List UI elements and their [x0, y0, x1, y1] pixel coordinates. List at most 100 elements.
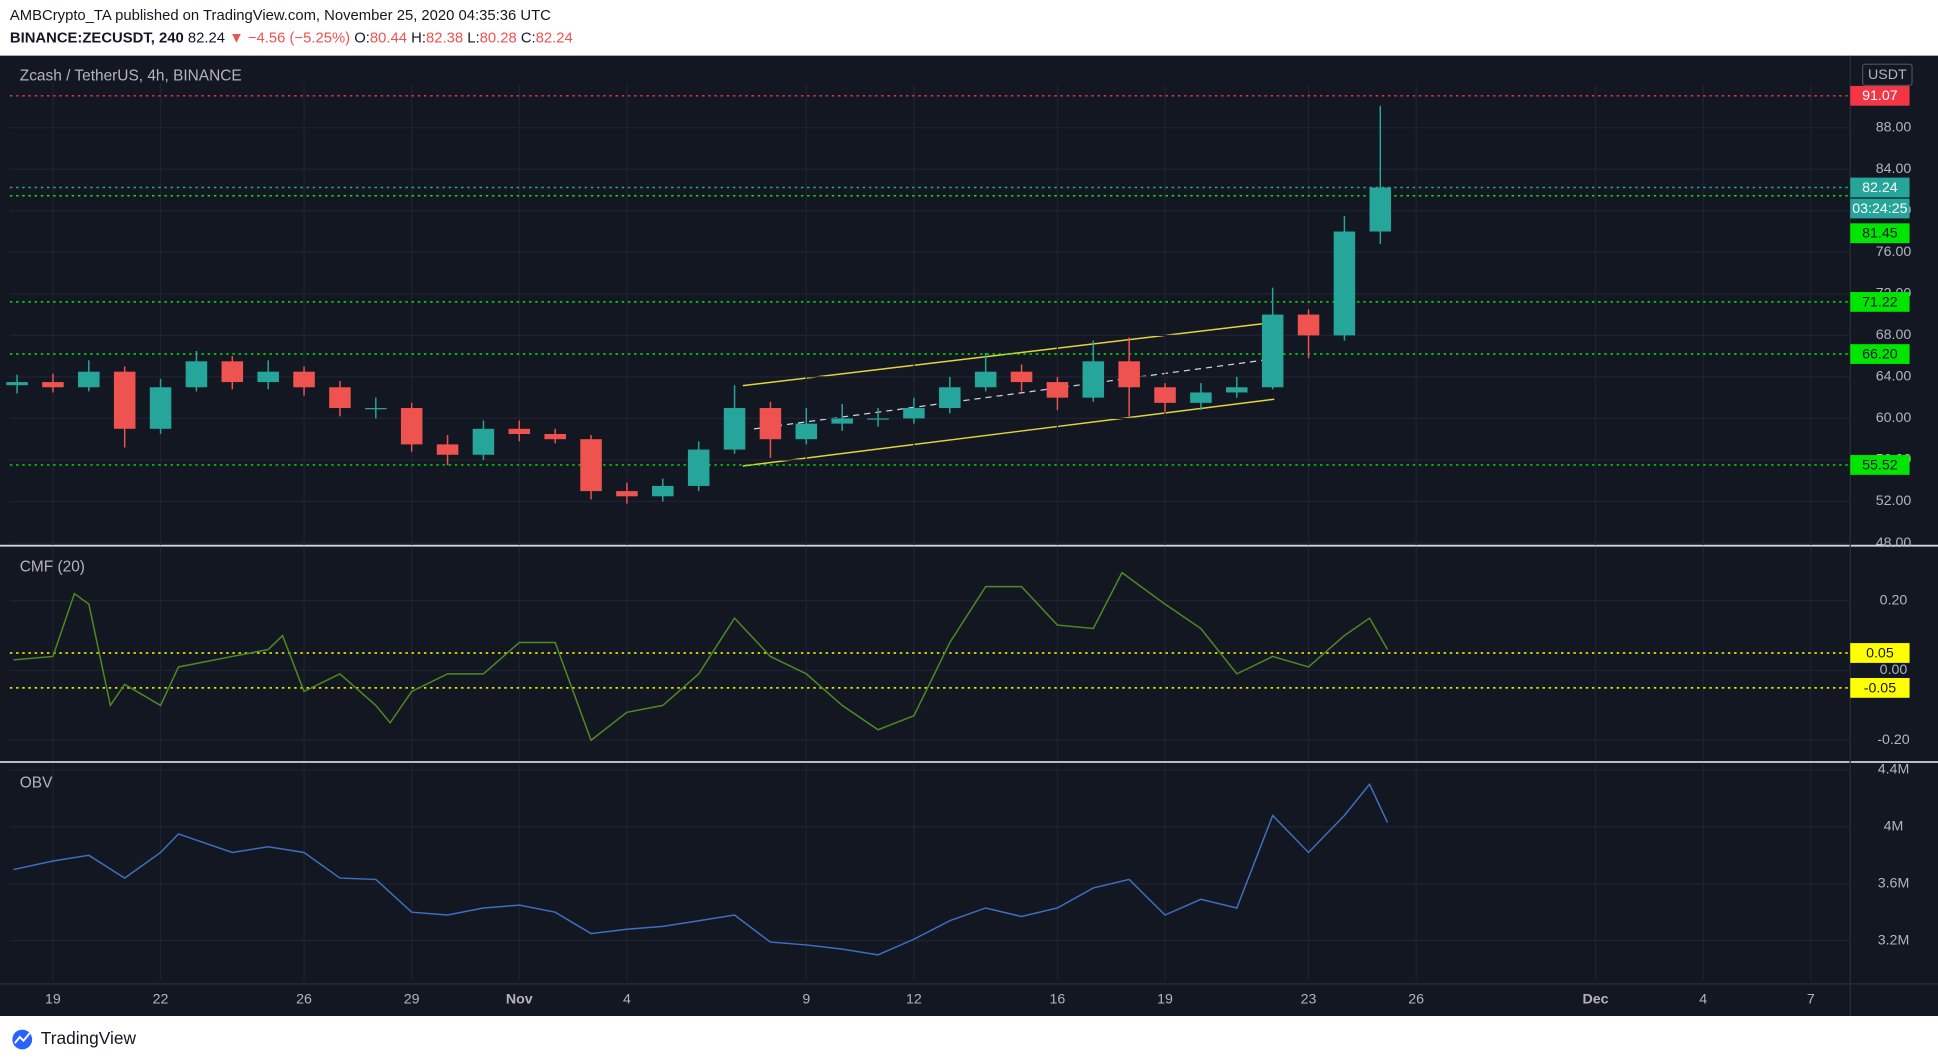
x-tick-label: 19 [45, 992, 61, 1008]
candle-body [113, 371, 136, 429]
candle-body [831, 418, 853, 424]
candle-body [257, 371, 279, 383]
candle-body [939, 387, 961, 409]
ohlc-value: 80.44 [370, 30, 407, 46]
level-label-box [1850, 223, 1910, 244]
candle-body [1261, 314, 1284, 388]
y-tick-label: 88.00 [1876, 119, 1912, 135]
candle-body [1154, 387, 1176, 403]
y-tick-label: 4.4M [1878, 762, 1910, 778]
ohlc-label: O: [354, 30, 370, 46]
level-label-box [1850, 177, 1910, 198]
countdown-label: 03:24:25 [1852, 201, 1907, 217]
level-label: 82.24 [1862, 180, 1898, 196]
candle-body [723, 408, 746, 450]
pane-title: CMF (20) [20, 558, 85, 575]
x-tick-label: 4 [1699, 992, 1707, 1008]
channel-lower [742, 398, 1275, 467]
x-tick-label: 23 [1301, 992, 1317, 1008]
level-label-box [1850, 678, 1910, 698]
level-label: 66.20 [1862, 346, 1898, 362]
candle-body [329, 387, 351, 409]
indicator-line [13, 571, 1389, 742]
y-tick-label: 0.20 [1880, 592, 1908, 608]
y-tick-label: 52.00 [1876, 493, 1912, 509]
level-label: -0.05 [1864, 680, 1896, 696]
brand-logo [12, 1029, 33, 1050]
candle-body [472, 428, 495, 455]
candle-body [149, 387, 172, 429]
level-label-box [1850, 344, 1910, 364]
level-label: 91.07 [1862, 88, 1898, 104]
candle-body [1190, 392, 1212, 403]
level-label: 71.22 [1862, 294, 1898, 310]
symbol: BINANCE:ZECUSDT, 240 [10, 30, 184, 46]
candle-body [544, 433, 566, 440]
x-tick-label: 29 [404, 992, 420, 1008]
pane-title: Zcash / TetherUS, 4h, BINANCE [20, 68, 242, 85]
x-tick-label: 19 [1157, 992, 1173, 1008]
candle-body [1010, 371, 1033, 383]
publish-line: AMBCrypto_TA published on TradingView.co… [10, 8, 551, 24]
indicator-line [13, 782, 1389, 956]
y-tick-label: 3.6M [1878, 875, 1910, 891]
candle-body [795, 423, 818, 440]
candle-body [974, 371, 997, 388]
symbol-line: BINANCE:ZECUSDT, 240 82.24 ▼ −4.56 (−5.2… [10, 30, 573, 46]
ohlc-label: H: [411, 30, 426, 46]
ohlc-label: L: [467, 30, 479, 46]
y-tick-label: -0.20 [1877, 732, 1909, 748]
candle-body [293, 371, 315, 388]
level-label-box [1850, 85, 1910, 106]
ohlc-value: 82.38 [426, 30, 463, 46]
level-label-box [1850, 292, 1910, 312]
price-change: ▼ −4.56 (−5.25%) [229, 30, 350, 46]
level-label: 0.05 [1866, 645, 1894, 661]
ohlc-value: 80.28 [480, 30, 517, 46]
candle-body [652, 485, 674, 497]
candle-body [508, 428, 531, 434]
currency-box [1861, 63, 1913, 86]
x-tick-label: 26 [296, 992, 312, 1008]
x-tick-label: 7 [1807, 992, 1815, 1008]
candle-body [687, 449, 710, 486]
candle-body [1082, 361, 1105, 398]
candle-body [400, 408, 423, 445]
x-tick-label: 26 [1408, 992, 1424, 1008]
candle-body [1333, 231, 1356, 336]
candle-body [78, 371, 100, 388]
x-tick-label: Dec [1583, 992, 1609, 1008]
channel-middle [753, 359, 1267, 430]
y-tick-label: 60.00 [1876, 410, 1912, 426]
logo-mark [14, 1032, 31, 1044]
candle-body [185, 361, 208, 388]
pane-title: OBV [20, 775, 53, 792]
last-price: 82.24 [188, 30, 225, 46]
x-tick-label: 16 [1050, 992, 1066, 1008]
countdown-box [1850, 198, 1910, 219]
candle-body [1226, 387, 1248, 393]
y-tick-label: 48.00 [1876, 535, 1912, 551]
candle-body [436, 444, 459, 455]
y-tick-label: 3.2M [1878, 932, 1910, 948]
x-tick-label: 12 [906, 992, 922, 1008]
candle-body [365, 408, 387, 410]
y-tick-label: 76.00 [1876, 244, 1912, 260]
ohlc-value: 82.24 [536, 30, 573, 46]
brand-name: TradingView [41, 1028, 137, 1048]
candle-body [6, 382, 28, 386]
candle-body [903, 408, 925, 419]
y-tick-label: 68.00 [1876, 327, 1912, 343]
level-label-box [1850, 643, 1910, 663]
level-label-box [1850, 455, 1910, 475]
y-tick-label: 0.00 [1880, 662, 1908, 678]
level-label: 81.45 [1862, 226, 1898, 242]
x-tick-label: 4 [623, 992, 631, 1008]
candle-body [1297, 314, 1320, 336]
level-label: 55.52 [1862, 457, 1898, 473]
candle-body [1369, 187, 1392, 232]
x-tick-label: 22 [153, 992, 169, 1008]
candle-body [616, 491, 638, 497]
